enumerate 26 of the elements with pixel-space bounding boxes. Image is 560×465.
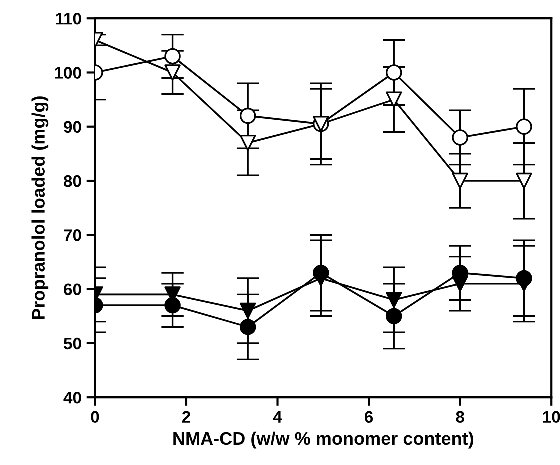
y-tick-label: 80: [64, 175, 82, 188]
point: [386, 292, 402, 308]
x-tick-label: 0: [91, 411, 100, 424]
point: [240, 302, 256, 320]
y-tick-label: 110: [56, 13, 82, 25]
point: [386, 92, 402, 108]
point: [240, 135, 256, 152]
y-tick-label: 40: [64, 392, 82, 404]
point: [313, 270, 330, 287]
y-tick-label: 50: [64, 338, 82, 350]
y-tick-label: 70: [64, 230, 82, 242]
x-tick-label: 6: [365, 411, 374, 424]
point: [452, 276, 468, 292]
point: [516, 276, 532, 292]
point: [516, 172, 532, 190]
x-tick-label: 4: [273, 411, 282, 423]
y-tick-label: 100: [55, 67, 82, 79]
point: [164, 64, 181, 81]
y-tick-label: 90: [64, 121, 82, 134]
x-axis-title: NMA-CD (w/w % monomer content): [174, 432, 474, 449]
y-axis-title: Propranolol loaded (mg/g): [32, 96, 49, 320]
x-tick-label: 2: [182, 411, 190, 423]
y-tick-label: 60: [64, 284, 82, 296]
point: [452, 172, 468, 190]
x-tick-label: 10: [543, 411, 560, 424]
x-tick-label: 8: [456, 411, 464, 424]
